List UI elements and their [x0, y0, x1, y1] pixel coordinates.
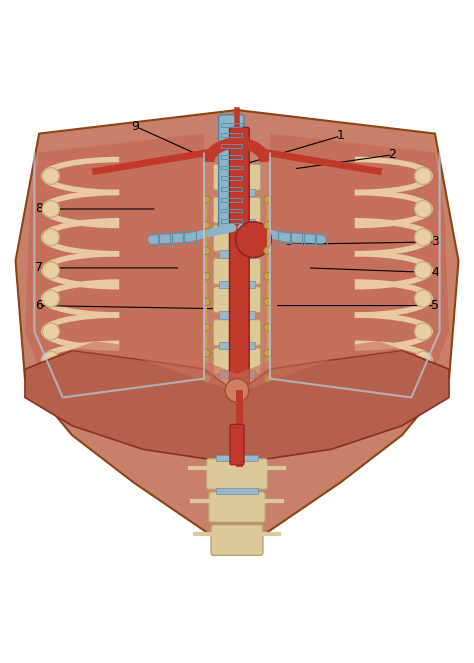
Circle shape [415, 262, 432, 278]
Circle shape [202, 349, 210, 357]
Circle shape [42, 290, 59, 307]
Circle shape [202, 221, 210, 229]
Bar [184, 231, 196, 243]
FancyBboxPatch shape [213, 286, 261, 313]
Bar [221, 176, 242, 180]
FancyBboxPatch shape [229, 127, 249, 404]
Bar [221, 219, 242, 223]
FancyBboxPatch shape [213, 259, 261, 284]
Circle shape [415, 168, 432, 184]
Circle shape [42, 229, 59, 246]
Circle shape [415, 200, 432, 217]
Text: 4: 4 [431, 266, 439, 279]
Text: 9: 9 [132, 120, 140, 133]
Bar [219, 250, 255, 257]
Text: 8: 8 [35, 202, 43, 215]
FancyBboxPatch shape [206, 459, 268, 489]
Bar [278, 231, 290, 243]
FancyBboxPatch shape [211, 524, 263, 556]
FancyBboxPatch shape [213, 320, 261, 345]
Bar [221, 123, 242, 127]
Circle shape [202, 324, 210, 332]
Circle shape [42, 200, 59, 217]
Circle shape [264, 375, 272, 383]
FancyBboxPatch shape [213, 225, 261, 251]
Circle shape [264, 324, 272, 332]
Bar [172, 232, 183, 243]
Circle shape [415, 290, 432, 307]
Polygon shape [16, 110, 458, 553]
Polygon shape [30, 341, 444, 392]
Bar [221, 209, 242, 212]
Text: 2: 2 [389, 149, 396, 161]
Circle shape [42, 262, 59, 278]
FancyBboxPatch shape [209, 492, 265, 522]
FancyBboxPatch shape [213, 164, 261, 190]
Circle shape [415, 229, 432, 246]
Bar [216, 455, 258, 461]
FancyBboxPatch shape [219, 115, 244, 230]
Circle shape [264, 221, 272, 229]
Bar [216, 489, 258, 494]
Circle shape [264, 349, 272, 357]
Bar [219, 189, 255, 196]
Text: 1: 1 [337, 129, 345, 143]
Bar [221, 155, 242, 158]
Circle shape [42, 351, 59, 368]
Circle shape [202, 272, 210, 280]
Circle shape [415, 351, 432, 368]
Circle shape [264, 272, 272, 280]
Bar [221, 198, 242, 202]
Bar [219, 370, 255, 378]
Polygon shape [270, 133, 449, 416]
Bar [219, 311, 255, 319]
Circle shape [415, 323, 432, 340]
Circle shape [42, 168, 59, 184]
Text: 7: 7 [35, 261, 43, 274]
Bar [219, 219, 255, 227]
Circle shape [42, 323, 59, 340]
Polygon shape [25, 133, 204, 416]
FancyBboxPatch shape [213, 377, 261, 402]
Bar [221, 166, 242, 170]
Text: 5: 5 [431, 299, 439, 312]
Circle shape [236, 221, 272, 257]
Circle shape [202, 196, 210, 204]
Text: 6: 6 [35, 299, 43, 312]
Circle shape [202, 298, 210, 306]
Circle shape [415, 379, 432, 396]
Bar [146, 234, 158, 245]
Bar [221, 133, 242, 137]
FancyBboxPatch shape [230, 424, 244, 465]
Circle shape [202, 247, 210, 255]
Circle shape [264, 298, 272, 306]
Bar [219, 342, 255, 349]
Circle shape [202, 375, 210, 383]
Text: 3: 3 [431, 235, 439, 249]
Circle shape [264, 196, 272, 204]
Polygon shape [25, 350, 449, 463]
FancyBboxPatch shape [213, 348, 261, 374]
Bar [291, 232, 302, 243]
FancyBboxPatch shape [213, 197, 261, 223]
Circle shape [225, 379, 249, 402]
Bar [219, 280, 255, 288]
Bar [159, 233, 170, 245]
Circle shape [264, 247, 272, 255]
Bar [221, 145, 242, 148]
Circle shape [42, 379, 59, 396]
Bar [221, 187, 242, 191]
Bar [304, 233, 315, 245]
Bar [316, 234, 328, 245]
